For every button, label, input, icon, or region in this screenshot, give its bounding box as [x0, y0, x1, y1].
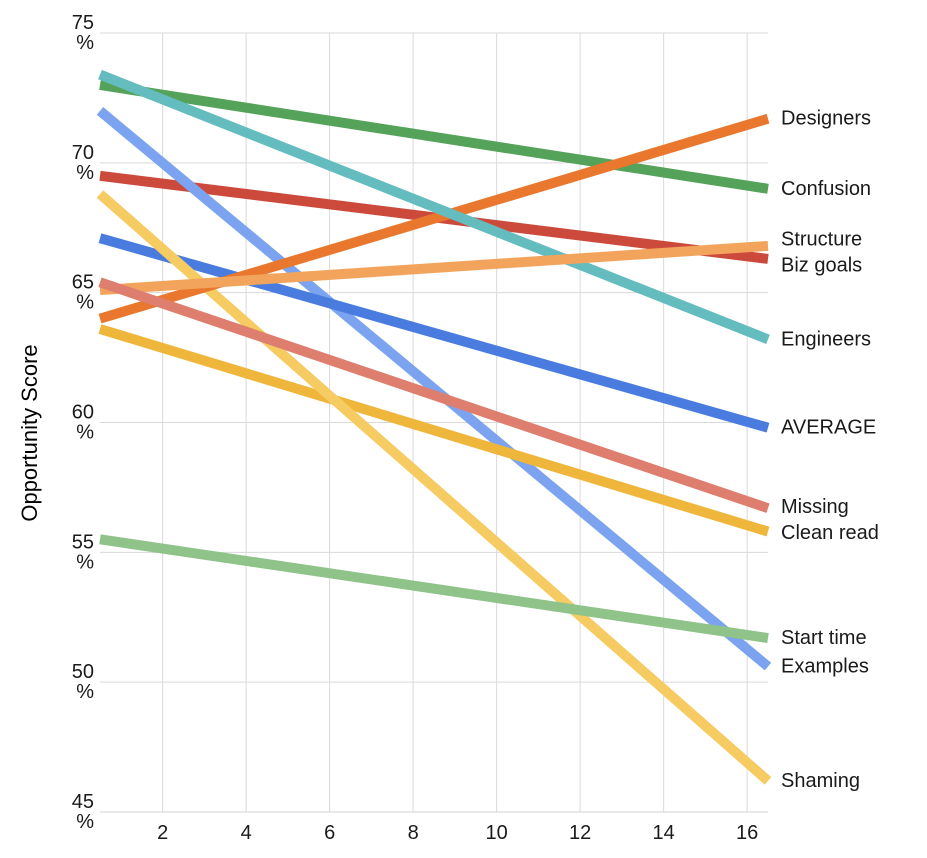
- y-tick-value-55: 55: [72, 531, 94, 553]
- line-clean-read: [98, 324, 770, 537]
- x-tick-value-14: 14: [653, 822, 675, 844]
- x-tick-value-4: 4: [241, 822, 252, 844]
- y-tick-suffix-60: %: [76, 422, 94, 444]
- y-tick-suffix-70: %: [76, 162, 94, 184]
- series-lines: [96, 69, 772, 785]
- line-designers: [98, 113, 770, 324]
- x-tick-value-10: 10: [486, 822, 508, 844]
- line-structure: [99, 240, 769, 296]
- y-tick-value-75: 75: [72, 12, 94, 34]
- series-label-average: AVERAGE: [781, 417, 876, 439]
- series-label-start-time: Start time: [781, 627, 867, 649]
- series-label-biz-goals: Biz goals: [781, 254, 862, 276]
- line-missing: [98, 277, 770, 513]
- y-tick-value-70: 70: [72, 142, 94, 164]
- y-tick-suffix-45: %: [76, 811, 94, 833]
- y-tick-suffix-50: %: [76, 681, 94, 703]
- series-label-designers: Designers: [781, 108, 871, 130]
- line-engineers: [98, 69, 770, 345]
- y-tick-value-65: 65: [72, 272, 94, 294]
- line-examples: [96, 107, 772, 671]
- series-labels: Designers Confusion Structure Biz goals Engi…: [781, 108, 879, 792]
- line-start-time: [99, 534, 769, 643]
- x-tick-value-6: 6: [324, 822, 335, 844]
- y-tick-suffix-55: %: [76, 551, 94, 573]
- series-label-clean-read: Clean read: [781, 522, 879, 544]
- series-label-examples: Examples: [781, 656, 869, 678]
- x-tick-value-16: 16: [736, 822, 758, 844]
- y-axis-tick-labels: 45%50%55%60%65%70%75%: [72, 12, 94, 833]
- y-tick-value-45: 45: [72, 791, 94, 813]
- series-label-engineers: Engineers: [781, 328, 871, 350]
- y-tick-suffix-75: %: [76, 32, 94, 54]
- line-confusion: [99, 79, 769, 194]
- line-average: [98, 233, 770, 433]
- series-label-missing: Missing: [781, 496, 849, 518]
- series-label-shaming: Shaming: [781, 770, 860, 792]
- y-tick-value-60: 60: [72, 402, 94, 424]
- series-label-structure: Structure: [781, 228, 862, 250]
- gridlines: [100, 32, 768, 813]
- series-label-confusion: Confusion: [781, 178, 871, 200]
- x-tick-value-12: 12: [569, 822, 591, 844]
- x-axis-tick-labels: 2 4 6 8 10 12 14 16: [157, 822, 758, 844]
- x-tick-value-2: 2: [157, 822, 168, 844]
- y-tick-value-50: 50: [72, 661, 94, 683]
- line-shaming: [96, 190, 772, 785]
- x-tick-value-8: 8: [408, 822, 419, 844]
- y-tick-suffix-65: %: [76, 292, 94, 314]
